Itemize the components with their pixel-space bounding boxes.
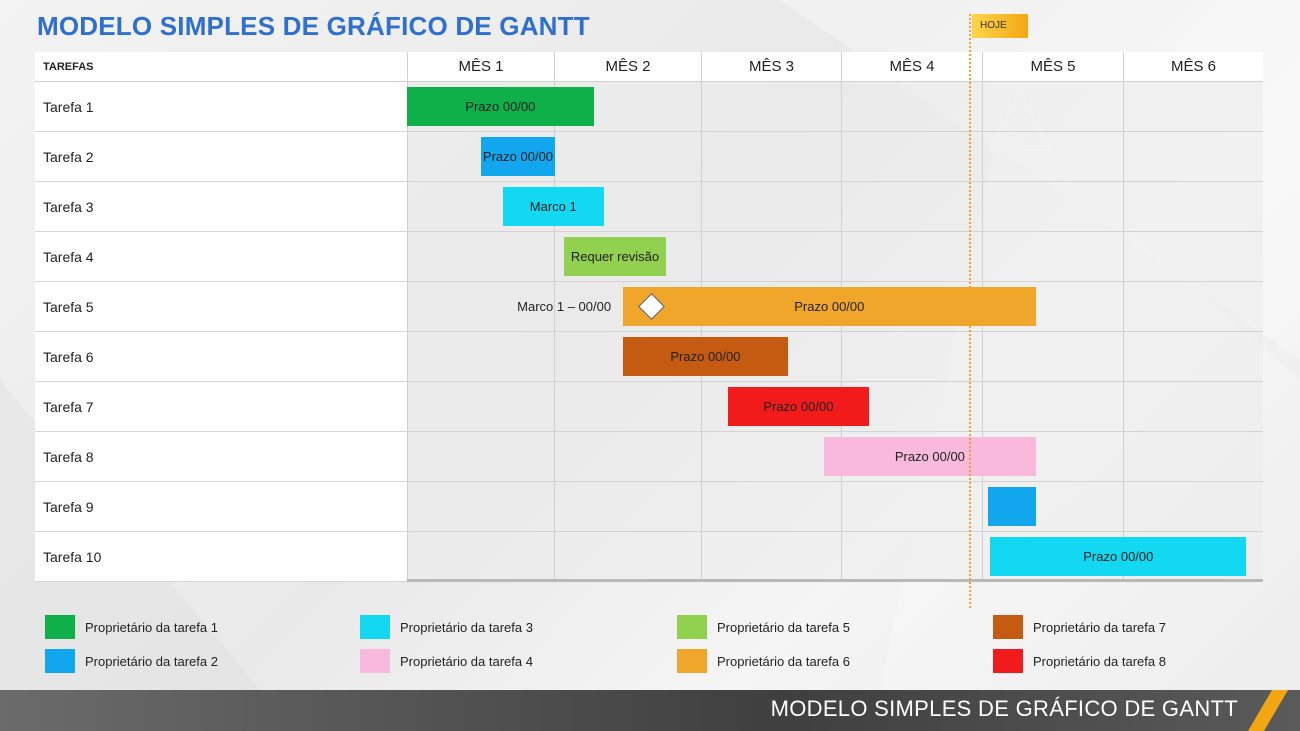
task-bar: Prazo 00/00 [480,137,556,176]
grid-hline [407,531,1263,532]
task-bar [987,487,1036,526]
task-name: Tarefa 6 [35,332,407,382]
legend-swatch [360,615,390,639]
legend-swatch [45,615,75,639]
grid-hline [407,481,1263,482]
legend-swatch [360,649,390,673]
month-header: MÊS 2 [554,52,701,82]
month-header: MÊS 3 [701,52,841,82]
legend-label: Proprietário da tarefa 8 [1033,653,1166,669]
task-name: Tarefa 5 [35,282,407,332]
task-bar: Prazo 00/00 [623,337,788,376]
footer-title: MODELO SIMPLES DE GRÁFICO DE GANTT [770,696,1238,721]
month-header: MÊS 4 [841,52,982,82]
legend-swatch [993,615,1023,639]
legend-item: Proprietário da tarefa 4 [360,649,533,673]
grid-hline [407,181,1263,182]
grid-hline [407,281,1263,282]
task-bar: Prazo 00/00 [990,537,1247,576]
legend-item: Proprietário da tarefa 3 [360,615,533,639]
month-header: MÊS 6 [1123,52,1263,82]
page-title: MODELO SIMPLES DE GRÁFICO DE GANTT [37,11,590,41]
month-header: MÊS 1 [407,52,554,82]
legend-label: Proprietário da tarefa 4 [400,653,533,669]
task-name: Tarefa 2 [35,132,407,182]
task-name: Tarefa 4 [35,232,407,282]
today-flag: HOJE [972,14,1028,38]
month-header: MÊS 5 [982,52,1123,82]
task-name: Tarefa 3 [35,182,407,232]
task-bar: Marco 1 [502,187,604,226]
legend-label: Proprietário da tarefa 6 [717,653,850,669]
task-name: Tarefa 9 [35,482,407,532]
task-bar: Requer revisão [564,237,666,276]
milestone-label: Marco 1 – 00/00 [517,299,612,314]
grid-hline [407,381,1263,382]
task-bar: Prazo 00/00 [727,387,870,426]
task-bar: Prazo 00/00 [407,87,594,126]
legend-item: Proprietário da tarefa 7 [993,615,1166,639]
legend-item: Proprietário da tarefa 2 [45,649,218,673]
task-bar: Prazo 00/00 [623,287,1036,326]
footer-bar: MODELO SIMPLES DE GRÁFICO DE GANTT [0,690,1300,731]
legend-label: Proprietário da tarefa 2 [85,653,218,669]
legend-label: Proprietário da tarefa 7 [1033,619,1166,635]
legend-swatch [993,649,1023,673]
legend-item: Proprietário da tarefa 5 [677,615,850,639]
chart-bottom-rule [35,579,1263,582]
today-marker-line [969,14,971,608]
grid-hline [407,231,1263,232]
legend-swatch [677,615,707,639]
legend-label: Proprietário da tarefa 1 [85,619,218,635]
task-name: Tarefa 10 [35,532,407,582]
legend-label: Proprietário da tarefa 5 [717,619,850,635]
grid-hline [407,431,1263,432]
task-column-header: TAREFAS [35,52,407,82]
task-bar: Prazo 00/00 [824,437,1036,476]
grid-hline [407,331,1263,332]
task-name: Tarefa 7 [35,382,407,432]
legend-swatch [677,649,707,673]
grid-hline [407,131,1263,132]
footer-accent-slash [1248,690,1288,731]
task-name: Tarefa 8 [35,432,407,482]
legend-swatch [45,649,75,673]
legend-item: Proprietário da tarefa 8 [993,649,1166,673]
legend-item: Proprietário da tarefa 1 [45,615,218,639]
gantt-chart: TAREFAS MÊS 1 MÊS 2 MÊS 3 MÊS 4 MÊS 5 MÊS 6 Ta… [35,52,1263,582]
legend-item: Proprietário da tarefa 6 [677,649,850,673]
legend-label: Proprietário da tarefa 3 [400,619,533,635]
task-name: Tarefa 1 [35,82,407,132]
